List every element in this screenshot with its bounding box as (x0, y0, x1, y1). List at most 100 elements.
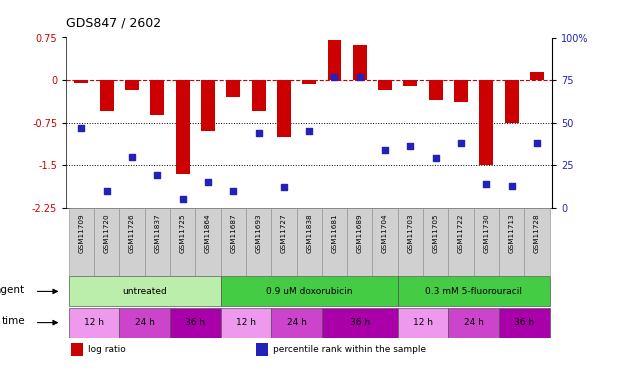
Bar (119, 308, 170, 338)
Point (456, 140, 466, 146)
Text: 0.9 uM doxorubicin: 0.9 uM doxorubicin (266, 287, 353, 296)
Bar (221, 308, 271, 338)
Point (228, 188, 239, 194)
Text: agent: agent (0, 285, 25, 295)
Bar (347, 208, 372, 276)
Text: 24 h: 24 h (286, 318, 307, 327)
Bar (297, 208, 322, 276)
Text: 36 h: 36 h (350, 318, 370, 327)
Point (355, 74, 365, 80)
Point (532, 140, 542, 146)
Bar (144, 208, 170, 276)
Text: log ratio: log ratio (88, 345, 126, 354)
Bar (449, 208, 474, 276)
Bar (398, 276, 550, 306)
Text: GSM11693: GSM11693 (256, 213, 262, 253)
Text: 12 h: 12 h (236, 318, 256, 327)
Text: 24 h: 24 h (135, 318, 155, 327)
Text: time: time (1, 316, 25, 326)
Bar (271, 208, 297, 276)
Bar (69, 308, 119, 338)
Text: GSM11727: GSM11727 (281, 213, 287, 253)
Text: 12 h: 12 h (413, 318, 433, 327)
Point (203, 179, 213, 185)
Bar (100, 80, 114, 111)
Point (76, 125, 86, 131)
Text: GSM11705: GSM11705 (433, 213, 439, 253)
Bar (74, 80, 88, 83)
Bar (327, 40, 341, 80)
Bar (423, 208, 449, 276)
Bar (71, 344, 83, 356)
Text: GSM11713: GSM11713 (509, 213, 515, 253)
Text: GSM11709: GSM11709 (78, 213, 85, 253)
Text: 12 h: 12 h (84, 318, 104, 327)
Bar (170, 208, 196, 276)
Bar (201, 80, 215, 131)
Bar (378, 80, 392, 90)
Text: GDS847 / 2602: GDS847 / 2602 (66, 17, 162, 30)
Text: GSM11681: GSM11681 (331, 213, 338, 253)
Bar (353, 45, 367, 80)
Bar (398, 308, 449, 338)
Text: GSM11722: GSM11722 (458, 213, 464, 253)
Point (127, 154, 137, 160)
Bar (480, 80, 493, 165)
Text: GSM11689: GSM11689 (357, 213, 363, 253)
Text: GSM11837: GSM11837 (155, 213, 160, 253)
Bar (372, 208, 398, 276)
Bar (252, 80, 266, 111)
Point (329, 74, 339, 80)
Text: GSM11725: GSM11725 (180, 213, 186, 253)
Point (177, 196, 187, 202)
Bar (69, 276, 221, 306)
Bar (221, 276, 398, 306)
Bar (322, 208, 347, 276)
Text: percentile rank within the sample: percentile rank within the sample (273, 345, 426, 354)
Text: GSM11704: GSM11704 (382, 213, 388, 253)
Text: GSM11864: GSM11864 (205, 213, 211, 253)
Text: 24 h: 24 h (464, 318, 483, 327)
Bar (302, 80, 316, 84)
Point (481, 181, 492, 187)
Bar (449, 308, 499, 338)
Point (507, 183, 517, 189)
Text: 36 h: 36 h (514, 318, 534, 327)
Point (431, 155, 441, 161)
Bar (150, 80, 164, 115)
Bar (499, 308, 550, 338)
Bar (505, 80, 519, 123)
Text: GSM11687: GSM11687 (230, 213, 236, 253)
Bar (227, 80, 240, 97)
Point (102, 188, 112, 194)
Point (279, 184, 289, 190)
Text: 0.3 mM 5-fluorouracil: 0.3 mM 5-fluorouracil (425, 287, 522, 296)
Text: GSM11728: GSM11728 (534, 213, 540, 253)
Bar (125, 80, 139, 90)
Point (380, 147, 390, 153)
Text: GSM11726: GSM11726 (129, 213, 135, 253)
Point (254, 130, 264, 136)
Text: untreated: untreated (122, 287, 167, 296)
Point (405, 144, 415, 150)
Text: GSM11838: GSM11838 (306, 213, 312, 253)
Bar (499, 208, 524, 276)
Bar (271, 308, 322, 338)
Bar (474, 208, 499, 276)
Bar (454, 80, 468, 102)
Point (304, 128, 314, 134)
Bar (322, 308, 398, 338)
Point (152, 172, 162, 178)
Bar (221, 208, 246, 276)
Bar (277, 80, 291, 137)
Bar (69, 208, 94, 276)
Bar (94, 208, 119, 276)
Bar (524, 208, 550, 276)
Bar (119, 208, 144, 276)
Bar (403, 80, 417, 86)
Text: GSM11720: GSM11720 (103, 213, 110, 253)
Text: 36 h: 36 h (186, 318, 205, 327)
Bar (170, 308, 221, 338)
Bar (428, 80, 443, 100)
Text: GSM11703: GSM11703 (408, 213, 413, 253)
